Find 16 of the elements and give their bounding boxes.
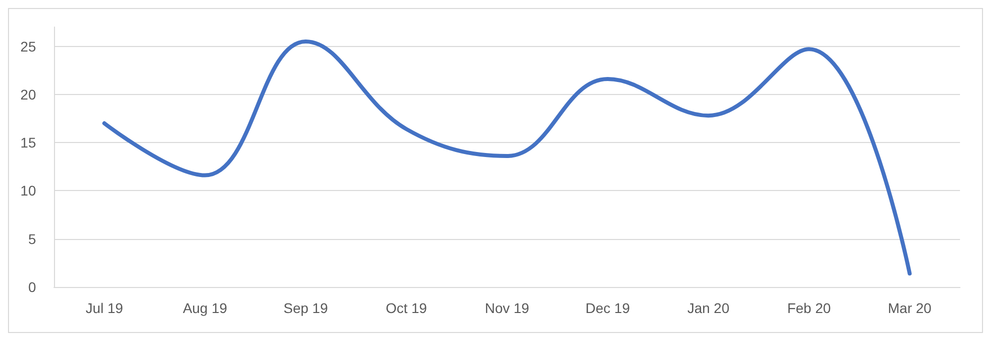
y-tick-label: 20 — [20, 86, 36, 102]
y-tick-label: 10 — [20, 182, 36, 199]
x-tick-label: Nov 19 — [484, 300, 530, 316]
x-tick-label: Dec 19 — [585, 300, 630, 316]
x-tick-label: Jan 20 — [687, 300, 730, 316]
y-tick-label: 15 — [20, 134, 36, 151]
x-tick-label: Feb 20 — [787, 300, 832, 316]
line-series — [102, 39, 912, 276]
y-tick-label: 5 — [28, 230, 36, 247]
x-tick-label: Oct 19 — [386, 300, 428, 316]
x-tick-label: Jul 19 — [86, 300, 124, 316]
x-tick-label: Mar 20 — [888, 300, 932, 316]
x-tick-label: Sep 19 — [283, 300, 328, 316]
y-tick-label: 0 — [28, 279, 36, 295]
y-tick-label: 25 — [20, 38, 36, 54]
x-tick-label: Aug 19 — [182, 300, 228, 316]
